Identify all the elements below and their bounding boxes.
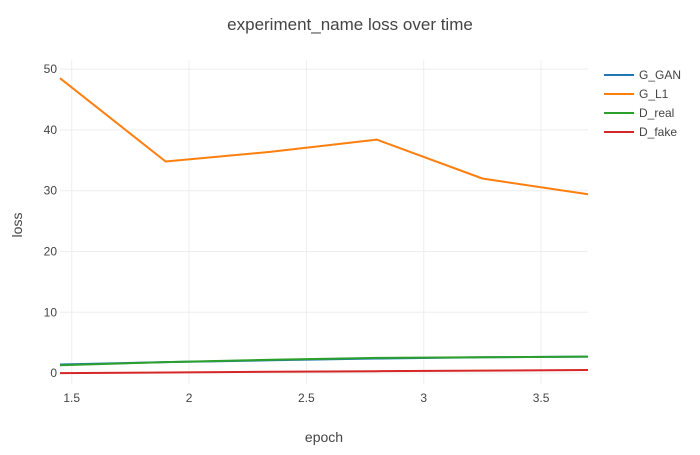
y-tick-label: 50 — [44, 62, 58, 76]
legend-label: G_L1 — [639, 87, 669, 101]
legend-item[interactable]: D_real — [604, 106, 674, 120]
legend-label: D_fake — [639, 125, 677, 139]
x-axis-title: epoch — [305, 429, 343, 445]
series-line-d-fake — [59, 369, 589, 375]
legend-label: D_real — [639, 106, 674, 120]
chart-title: experiment_name loss over time — [227, 15, 473, 34]
x-tick-label: 2.5 — [298, 391, 315, 405]
legend-label: G_GAN — [639, 68, 681, 82]
series-line-g-l1 — [59, 77, 589, 196]
y-axis-title: loss — [9, 213, 25, 238]
series-line-d-real — [59, 355, 589, 367]
y-tick-label: 20 — [44, 244, 58, 258]
legend-item[interactable]: G_L1 — [604, 87, 669, 101]
legend-item[interactable]: G_GAN — [604, 68, 681, 82]
x-tick-label: 3.5 — [533, 391, 550, 405]
series-layer — [59, 77, 589, 375]
y-tick-label: 30 — [44, 184, 58, 198]
legend: G_GAN G_L1 D_real D_fake — [604, 68, 681, 139]
y-tick-label: 0 — [50, 366, 57, 380]
legend-item[interactable]: D_fake — [604, 125, 677, 139]
y-tick-label: 40 — [44, 123, 58, 137]
y-tick-label: 10 — [44, 305, 58, 319]
grid-layer — [60, 60, 588, 384]
x-axis-ticks: 1.5 2 2.5 3 3.5 — [63, 391, 549, 405]
y-axis-ticks: 0 10 20 30 40 50 — [44, 62, 58, 380]
x-tick-label: 3 — [420, 391, 427, 405]
x-tick-label: 2 — [186, 391, 193, 405]
x-tick-label: 1.5 — [63, 391, 80, 405]
